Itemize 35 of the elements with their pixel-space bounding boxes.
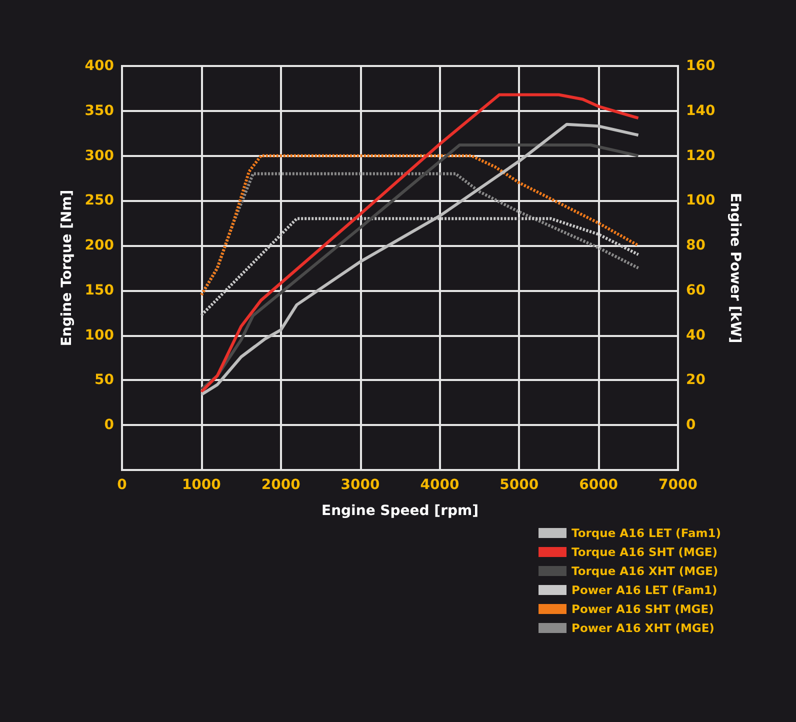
legend-label: Torque A16 LET (Fam1) <box>572 526 722 540</box>
x-tick-label: 7000 <box>658 477 698 493</box>
y-tick-label: 300 <box>84 148 114 164</box>
y2-tick-label: 80 <box>686 238 706 254</box>
y2-tick-label: 0 <box>686 417 696 434</box>
legend-label: Torque A16 XHT (MGE) <box>572 564 718 578</box>
x-tick-label: 1000 <box>182 477 222 493</box>
x-tick-label: 6000 <box>579 477 618 493</box>
y2-tick-label: 60 <box>686 282 706 298</box>
x-tick-label: 4000 <box>420 477 460 493</box>
y-tick-label: 0 <box>104 417 114 434</box>
y-tick-label: 150 <box>84 282 114 298</box>
legend-label: Power A16 LET (Fam1) <box>572 583 718 597</box>
y2-tick-label: 120 <box>686 148 716 164</box>
y2-tick-label: 100 <box>686 192 716 209</box>
y-tick-label: 100 <box>84 327 114 344</box>
x-tick-label: 0 <box>117 477 128 493</box>
y-tick-label: 350 <box>84 102 114 119</box>
y2-tick-label: 160 <box>686 58 716 74</box>
y2-axis-title: Engine Power [kW] <box>727 192 743 344</box>
legend-label: Torque A16 SHT (MGE) <box>572 545 718 559</box>
y-axis-title: Engine Torque [Nm] <box>58 190 75 346</box>
legend-label: Power A16 SHT (MGE) <box>572 602 714 616</box>
legend-label: Power A16 XHT (MGE) <box>572 621 714 635</box>
y-tick-label: 400 <box>84 58 114 74</box>
y2-tick-label: 40 <box>686 327 706 344</box>
x-axis-title: Engine Speed [rpm] <box>322 503 478 519</box>
x-tick-label: 3000 <box>340 477 380 493</box>
y-tick-label: 50 <box>94 372 114 388</box>
y-tick-label: 250 <box>84 192 114 209</box>
x-tick-label: 2000 <box>261 477 301 493</box>
y2-tick-label: 140 <box>686 102 716 119</box>
y2-tick-label: 20 <box>686 372 706 388</box>
x-tick-label: 5000 <box>500 477 539 493</box>
y-tick-label: 200 <box>84 238 114 254</box>
